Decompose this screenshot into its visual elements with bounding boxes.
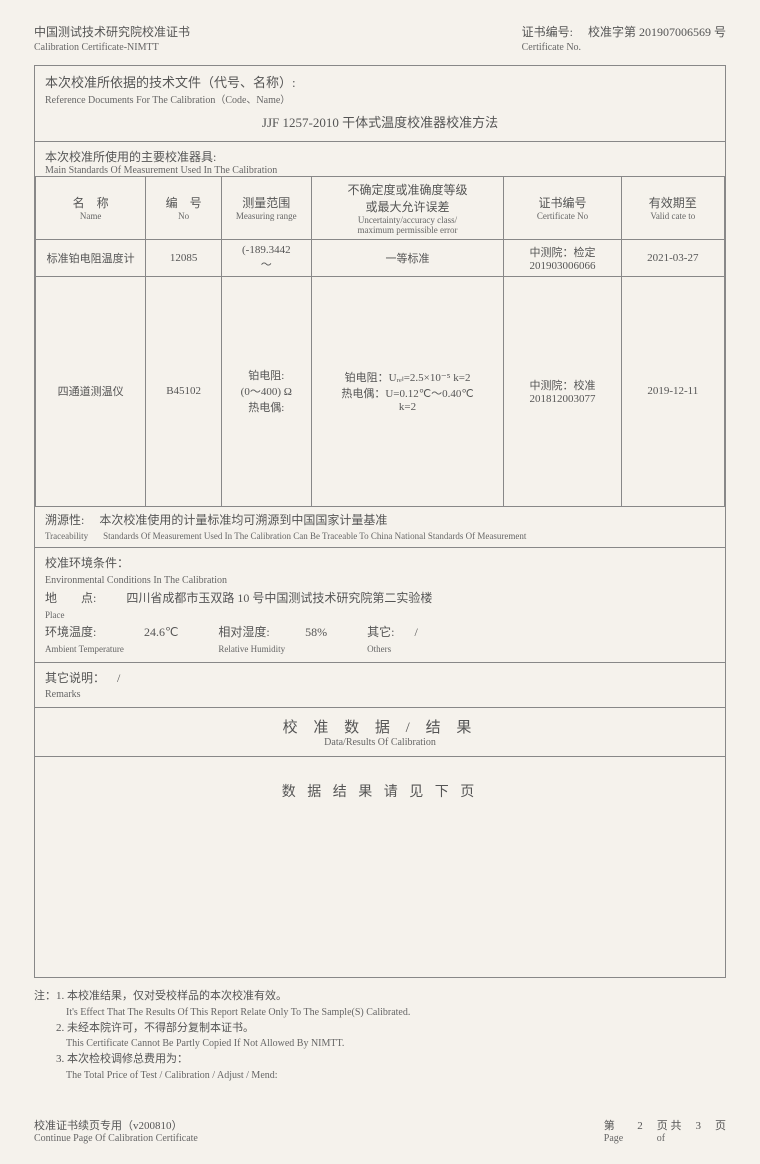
certno-label-cn: 证书编号: [522,25,573,39]
cell-uncert: 一等标准 [311,239,504,276]
cell-valid: 2019-12-11 [621,276,724,506]
remarks-section: 其它说明： / Remarks [35,663,725,708]
note-en: It's Effect That The Results Of This Rep… [34,1005,726,1020]
cell-uncert: 铂电阻：Uᵣₑₗ=2.5×10⁻⁵ k=2 热电偶：U=0.12℃～0.40℃ … [311,276,504,506]
remarks-label-en: Remarks [45,689,81,700]
note-en: The Total Price of Test / Calibration / … [34,1068,726,1083]
env-other-label: 其它: Others [367,623,394,657]
note-en: This Certificate Cannot Be Partly Copied… [34,1036,726,1051]
env-title-en: Environmental Conditions In The Calibrat… [45,573,715,589]
results-title-cn: 校 准 数 据 / 结 果 [35,716,725,737]
page-no: 2 [637,1120,643,1132]
cell-name: 标准铂电阻温度计 [36,239,146,276]
env-rh-label: 相对湿度: Relative Humidity [218,623,285,657]
of-label: 页 共 of [657,1117,682,1144]
note-cn: 3. 本次检校调修总费用为： [34,1051,726,1068]
note-cn: 注：1. 本校准结果，仅对受校样品的本次校准有效。 [34,988,726,1005]
header: 中国测试技术研究院校准证书 Calibration Certificate-NI… [34,24,726,55]
trace-text-en: Standards Of Measurement Used In The Cal… [103,531,526,541]
title-cn: 中国测试技术研究院校准证书 [34,24,190,41]
footer: 校准证书续页专用（v200810） Continue Page Of Calib… [34,1117,726,1144]
cell-valid: 2021-03-27 [621,239,724,276]
page: 中国测试技术研究院校准证书 Calibration Certificate-NI… [0,0,760,1164]
note-item: 3. 本次检校调修总费用为： The Total Price of Test /… [34,1051,726,1083]
env-section: 校准环境条件： Environmental Conditions In The … [35,548,725,663]
col-cert: 证书编号 Certificate No [504,176,621,239]
table-row: 四通道测温仪 B45102 铂电阻: (0～400) Ω 热电偶: 铂电阻：Uᵣ… [36,276,725,506]
results-body: 数 据 结 果 请 见 下 页 [35,757,725,977]
cell-no: B45102 [146,276,222,506]
env-title-cn: 校准环境条件： [45,554,715,573]
certno-value: 校准字第 201907006569 号 [588,25,726,39]
refdoc-section: 本次校准所依据的技术文件（代号、名称）: Reference Documents… [35,66,725,142]
standards-header: 本次校准所使用的主要校准器具: Main Standards Of Measur… [35,142,725,176]
footer-pager: 第 Page 2 页 共 of 3 页 [604,1117,726,1144]
results-header: 校 准 数 据 / 结 果 Data/Results Of Calibratio… [35,708,725,757]
page-total: 3 [696,1120,702,1132]
page-tail: 页 [715,1117,726,1133]
footer-left-en: Continue Page Of Calibration Certificate [34,1133,198,1144]
note-item: 注：1. 本校准结果，仅对受校样品的本次校准有效。 It's Effect Th… [34,988,726,1020]
env-temp-label: 环境温度: Ambient Temperature [45,623,124,657]
cell-cert: 中测院：检定 201903006066 [504,239,621,276]
col-valid: 有效期至 Valid cate to [621,176,724,239]
notes-section: 注：1. 本校准结果，仅对受校样品的本次校准有效。 It's Effect Th… [34,988,726,1083]
certno-label-en: Certificate No. [522,41,726,55]
cell-no: 12085 [146,239,222,276]
standards-table: 名 称 Name 编 号 No 测量范围 Measuring range 不确定… [35,176,725,507]
col-uncert: 不确定度或准确度等级 或最大允许误差 Uncertainty/accuracy … [311,176,504,239]
env-other-value: / [415,623,418,642]
trace-text-cn: 本次校准使用的计量标准均可溯源到中国国家计量基准 [99,513,387,527]
header-left: 中国测试技术研究院校准证书 Calibration Certificate-NI… [34,24,190,55]
refdoc-title-cn: 本次校准所依据的技术文件（代号、名称）: [45,72,715,91]
env-place-label: 地 点: Place [45,589,96,623]
main-frame: 本次校准所依据的技术文件（代号、名称）: Reference Documents… [34,65,726,978]
standards-title-en: Main Standards Of Measurement Used In Th… [45,165,715,176]
traceability-section: 溯源性: 本次校准使用的计量标准均可溯源到中国国家计量基准 Traceabili… [35,507,725,548]
refdoc-value: JJF 1257-2010 干体式温度校准器校准方法 [45,106,715,135]
table-header-row: 名 称 Name 编 号 No 测量范围 Measuring range 不确定… [36,176,725,239]
remarks-value: / [117,671,120,685]
remarks-label-cn: 其它说明： [45,671,105,685]
page-label: 第 Page [604,1117,623,1144]
cell-range: (-189.3442 ～ [222,239,312,276]
note-cn: 2. 未经本院许可，不得部分复制本证书。 [34,1020,726,1037]
trace-label-en: Traceability [45,531,88,541]
cell-cert: 中测院：校准 201812003077 [504,276,621,506]
cell-range: 铂电阻: (0～400) Ω 热电偶: [222,276,312,506]
footer-left-cn: 校准证书续页专用（v200810） [34,1117,198,1133]
trace-label-cn: 溯源性: [45,513,84,527]
col-range: 测量范围 Measuring range [222,176,312,239]
env-rh-value: 58% [305,623,327,642]
env-place-value: 四川省成都市玉双路 10 号中国测试技术研究院第二实验楼 [126,589,432,608]
table-row: 标准铂电阻温度计 12085 (-189.3442 ～ 一等标准 中测院：检定 … [36,239,725,276]
results-title-en: Data/Results Of Calibration [35,737,725,748]
note-item: 2. 未经本院许可，不得部分复制本证书。 This Certificate Ca… [34,1020,726,1052]
standards-title-cn: 本次校准所使用的主要校准器具: [45,148,715,165]
cell-name: 四通道测温仪 [36,276,146,506]
refdoc-title-en: Reference Documents For The Calibration（… [45,91,715,106]
col-name: 名 称 Name [36,176,146,239]
col-no: 编 号 No [146,176,222,239]
title-en: Calibration Certificate-NIMTT [34,41,190,55]
env-temp-value: 24.6℃ [144,623,178,642]
footer-left: 校准证书续页专用（v200810） Continue Page Of Calib… [34,1117,198,1144]
header-right: 证书编号: 校准字第 201907006569 号 Certificate No… [522,24,726,55]
